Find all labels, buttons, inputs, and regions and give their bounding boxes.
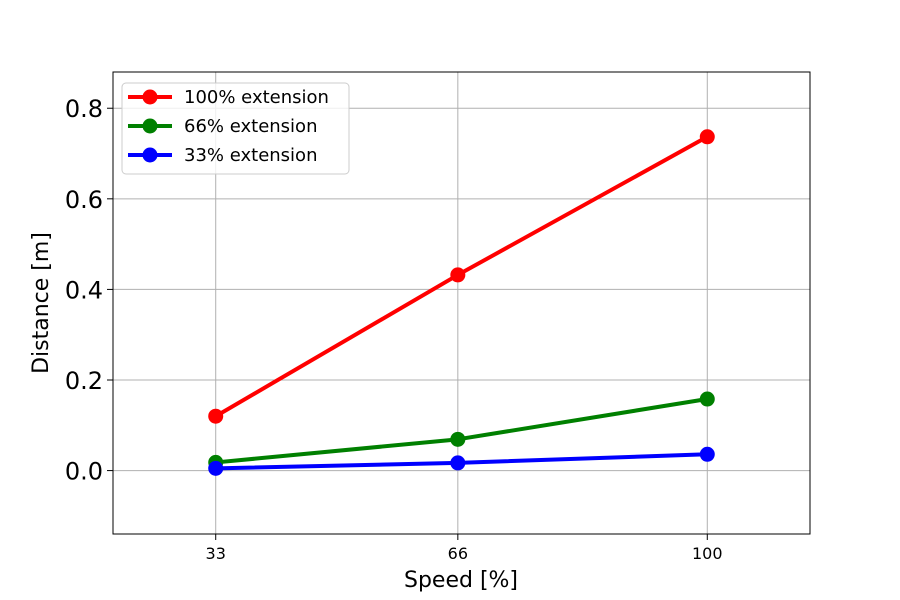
ticks: 0.0 0.2 0.4 0.6 0.8 33 66 100 bbox=[65, 95, 723, 563]
y-tick-label: 0.0 bbox=[65, 458, 103, 486]
legend: 100% extension 66% extension 33% extension bbox=[121, 82, 350, 175]
data-point bbox=[208, 408, 224, 424]
x-axis-label: Speed [%] bbox=[404, 568, 518, 593]
y-tick-label: 0.4 bbox=[65, 276, 103, 304]
series-line bbox=[215, 397, 708, 465]
data-point bbox=[450, 455, 466, 471]
plot-area-frame bbox=[112, 71, 811, 535]
legend-label: 33% extension bbox=[184, 145, 317, 166]
series-points bbox=[208, 129, 715, 476]
x-tick-label: 100 bbox=[692, 544, 723, 563]
x-tick-label: 33 bbox=[206, 544, 226, 563]
series-lines bbox=[214, 135, 709, 471]
data-point bbox=[699, 129, 715, 145]
legend-label: 100% extension bbox=[184, 87, 329, 108]
y-tick-label: 0.8 bbox=[65, 95, 103, 123]
legend-swatch-marker bbox=[142, 147, 158, 163]
y-tick-label: 0.2 bbox=[65, 367, 103, 395]
data-point bbox=[208, 460, 224, 476]
data-point bbox=[450, 267, 466, 283]
legend-swatch-marker bbox=[142, 118, 158, 134]
legend-box bbox=[121, 82, 350, 175]
data-point bbox=[699, 446, 715, 462]
data-point bbox=[699, 391, 715, 407]
legend-swatch-marker bbox=[142, 89, 158, 105]
y-axis-label: Distance [m] bbox=[29, 232, 54, 374]
data-point bbox=[450, 431, 466, 447]
x-tick-label: 66 bbox=[448, 544, 468, 563]
y-tick-label: 0.6 bbox=[65, 186, 103, 214]
legend-label: 66% extension bbox=[184, 116, 317, 137]
